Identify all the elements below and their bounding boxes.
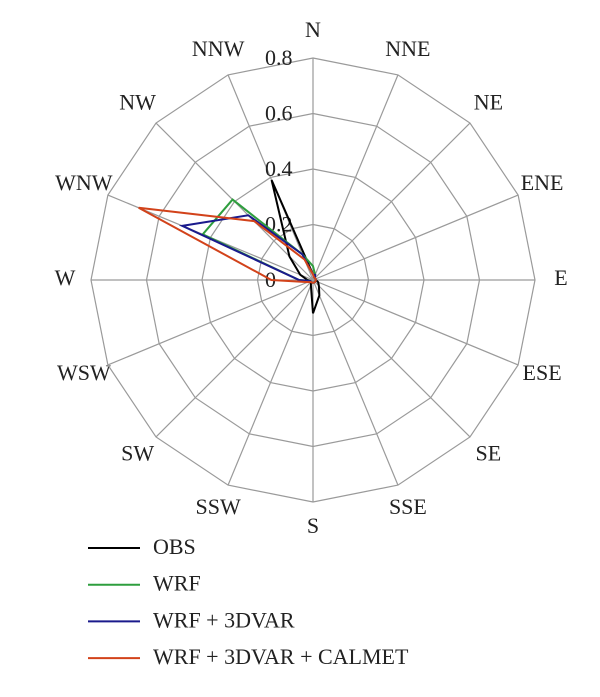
category-label: WSW: [57, 360, 111, 385]
series-line: [270, 179, 321, 314]
category-label: SSE: [389, 494, 427, 519]
legend-label: WRF + 3DVAR: [153, 607, 295, 632]
grid-ring: [201, 168, 425, 392]
category-label: NNE: [385, 36, 430, 61]
category-label: W: [55, 265, 76, 290]
grid-ring: [145, 112, 481, 448]
r-tick-label: 0.8: [265, 45, 293, 70]
legend-label: WRF + 3DVAR + CALMET: [153, 644, 409, 669]
grid-ring: [256, 223, 370, 337]
legend-label: OBS: [153, 534, 196, 559]
category-label: E: [554, 265, 567, 290]
category-label: SSW: [195, 494, 240, 519]
category-label: NNW: [192, 36, 245, 61]
category-label: NE: [474, 90, 503, 115]
legend-label: WRF: [153, 571, 201, 596]
category-label: WNW: [55, 170, 113, 195]
category-label: ENE: [521, 170, 564, 195]
category-label: SW: [121, 440, 154, 465]
category-label: N: [305, 17, 321, 42]
category-label: S: [307, 513, 319, 538]
category-label: SE: [476, 440, 502, 465]
grid-ring: [90, 57, 536, 503]
r-tick-label: 0.6: [265, 101, 293, 126]
category-label: NW: [119, 90, 156, 115]
r-tick-label: 0.4: [265, 156, 293, 181]
category-label: ESE: [523, 360, 562, 385]
series-line: [138, 206, 317, 284]
